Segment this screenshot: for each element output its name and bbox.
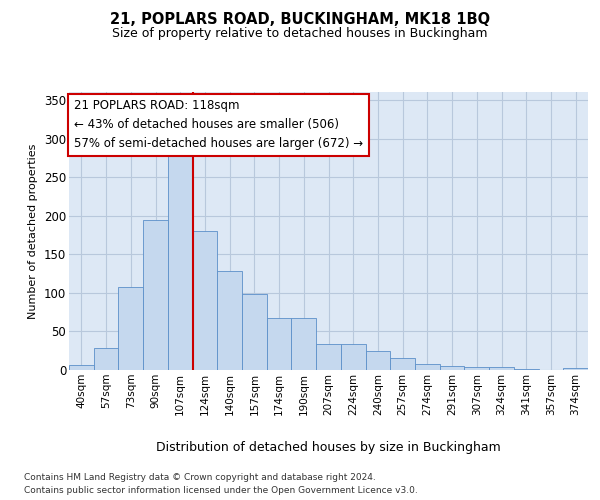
Text: 21, POPLARS ROAD, BUCKINGHAM, MK18 1BQ: 21, POPLARS ROAD, BUCKINGHAM, MK18 1BQ <box>110 12 490 28</box>
Bar <box>292 318 316 370</box>
Bar <box>242 294 267 370</box>
Bar <box>316 344 341 370</box>
Bar <box>94 348 118 370</box>
Bar <box>415 364 440 370</box>
Bar <box>440 366 464 370</box>
Bar <box>489 367 514 370</box>
Bar <box>514 369 539 370</box>
Bar <box>168 146 193 370</box>
Text: Contains HM Land Registry data © Crown copyright and database right 2024.: Contains HM Land Registry data © Crown c… <box>24 472 376 482</box>
Text: Distribution of detached houses by size in Buckingham: Distribution of detached houses by size … <box>157 441 501 454</box>
Text: Contains public sector information licensed under the Open Government Licence v3: Contains public sector information licen… <box>24 486 418 495</box>
Bar <box>390 358 415 370</box>
Bar <box>143 220 168 370</box>
Bar <box>563 368 588 370</box>
Y-axis label: Number of detached properties: Number of detached properties <box>28 144 38 319</box>
Text: Size of property relative to detached houses in Buckingham: Size of property relative to detached ho… <box>112 28 488 40</box>
Bar <box>118 287 143 370</box>
Bar <box>217 272 242 370</box>
Bar <box>365 350 390 370</box>
Bar <box>267 318 292 370</box>
Bar <box>464 367 489 370</box>
Bar <box>69 366 94 370</box>
Text: 21 POPLARS ROAD: 118sqm
← 43% of detached houses are smaller (506)
57% of semi-d: 21 POPLARS ROAD: 118sqm ← 43% of detache… <box>74 100 364 150</box>
Bar <box>193 231 217 370</box>
Bar <box>341 344 365 370</box>
